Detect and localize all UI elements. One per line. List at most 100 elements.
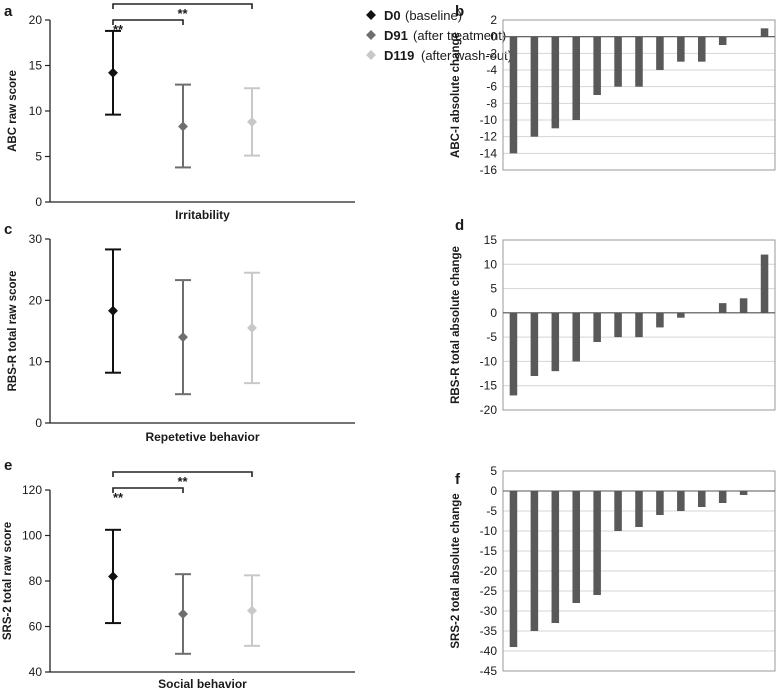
- bar: [530, 36, 539, 137]
- bar: [739, 491, 748, 495]
- bar: [677, 312, 685, 318]
- bar: [614, 491, 622, 531]
- x-axis-label: Repetetive behavior: [145, 430, 259, 444]
- y-tick-label: 60: [29, 620, 43, 634]
- legend-marker-d0: [366, 10, 376, 20]
- bar: [718, 303, 727, 313]
- bar: [593, 312, 601, 342]
- y-tick-label: -35: [480, 624, 498, 638]
- y-axis-label: SRS-2 total absolute change: [450, 493, 462, 648]
- y-tick-label: -10: [480, 524, 498, 538]
- bar: [656, 312, 664, 328]
- legend-desc-d91: (after treatment): [413, 28, 506, 43]
- y-axis-label: RBS-R total raw score: [7, 271, 19, 392]
- panel-a-abc-scores: 0 5 10 15 20 ABC raw score Irritability ** **: [7, 3, 355, 222]
- bar: [635, 491, 643, 527]
- bar: [614, 312, 622, 338]
- y-tick-label: 10: [29, 355, 43, 369]
- y-tick-label: -40: [480, 644, 498, 658]
- y-tick-label: 0: [490, 30, 497, 44]
- y-tick-label: 2: [490, 13, 497, 27]
- panel-b-abc-change: -16 -14 -12 -10 -8 -6 -4 -2 0 2 ABC-I absolute cha…: [450, 13, 776, 177]
- x-axis-label: Social behavior: [158, 677, 247, 690]
- y-tick-label: 0: [35, 416, 42, 430]
- bar: [698, 36, 706, 62]
- significance-bracket: [112, 3, 253, 9]
- legend-key-d0: D0: [384, 8, 401, 23]
- significance-label: **: [113, 490, 124, 505]
- mean-point-d91: [178, 332, 188, 343]
- y-axis-label: RBS-R total absolute change: [450, 246, 462, 404]
- bar: [551, 36, 560, 129]
- bar: [718, 36, 727, 45]
- legend-marker-d119: [366, 50, 376, 60]
- y-tick-label: -10: [480, 354, 498, 368]
- y-tick-label: -25: [480, 584, 498, 598]
- bar: [739, 298, 748, 313]
- bar: [677, 491, 685, 511]
- panel-f-srs2-change: -45 -40 -35 -30 -25 -20 -15 -10 -5 0 5 SRS-2 total …: [450, 464, 776, 678]
- bar: [509, 36, 518, 154]
- y-tick-label: -2: [486, 46, 497, 60]
- bar: [656, 36, 664, 70]
- bar: [572, 312, 580, 362]
- y-tick-label: -8: [486, 96, 497, 110]
- y-tick-label: -5: [486, 330, 497, 344]
- mean-point-d91: [178, 121, 188, 132]
- significance-bracket: [112, 19, 184, 25]
- y-tick-label: -15: [480, 544, 498, 558]
- panel-d-rbsr-change: -20 -15 -10 -5 0 5 10 15 RBS-R total absolute ch…: [450, 233, 776, 417]
- mean-point-d119: [247, 605, 257, 616]
- y-tick-label: 20: [29, 293, 43, 307]
- y-tick-label: -16: [480, 163, 498, 177]
- y-axis-label: ABC-I absolute change: [450, 32, 462, 158]
- y-tick-label: -15: [480, 379, 498, 393]
- bar: [718, 491, 727, 503]
- y-tick-label: 5: [490, 282, 497, 296]
- bar: [593, 36, 601, 95]
- panel-label-d: d: [455, 217, 464, 234]
- legend-marker-d91: [366, 30, 376, 40]
- y-tick-label: 15: [29, 59, 43, 73]
- bar: [530, 491, 539, 631]
- bar: [677, 36, 685, 62]
- significance-label: **: [113, 22, 124, 37]
- bar: [635, 312, 643, 338]
- significance-label: **: [177, 474, 188, 489]
- y-tick-label: 120: [22, 483, 42, 497]
- y-tick-label: 15: [484, 233, 498, 247]
- bar: [614, 36, 622, 87]
- plot-frame: [502, 470, 776, 672]
- y-tick-label: 100: [22, 529, 42, 543]
- y-tick-label: 0: [490, 484, 497, 498]
- bar: [760, 28, 769, 37]
- bar: [572, 491, 580, 603]
- legend-key-d119: D119: [384, 48, 414, 63]
- mean-point-d0: [108, 571, 118, 582]
- y-tick-label: 5: [35, 150, 42, 164]
- mean-point-d91: [178, 609, 188, 619]
- panel-label-c: c: [4, 221, 12, 238]
- mean-point-d0: [108, 305, 118, 316]
- bar: [572, 36, 580, 120]
- y-tick-label: 0: [35, 195, 42, 209]
- bar: [698, 491, 706, 507]
- y-tick-label: -45: [480, 664, 498, 678]
- mean-point-d119: [247, 116, 257, 127]
- legend-key-d91: D91: [384, 28, 408, 43]
- y-tick-label: 5: [490, 464, 497, 478]
- y-tick-label: 20: [29, 13, 43, 27]
- legend-desc-d119: (after wash-out): [421, 48, 512, 63]
- y-tick-label: 30: [29, 232, 43, 246]
- panel-c-rbsr-scores: 0 10 20 30 RBS-R total raw score Repetetive b…: [7, 232, 355, 444]
- y-axis-label: ABC raw score: [7, 70, 19, 152]
- bar: [656, 491, 664, 515]
- y-tick-label: -5: [486, 504, 497, 518]
- y-tick-label: -30: [480, 604, 498, 618]
- significance-label: **: [177, 6, 188, 21]
- y-tick-label: 10: [484, 257, 498, 271]
- significance-bracket: [112, 487, 184, 493]
- significance-bracket: [112, 471, 253, 477]
- panel-e-srs2-scores: 40 60 80 100 120 SRS-2 total raw score Social …: [2, 471, 355, 690]
- y-axis-label: SRS-2 total raw score: [2, 522, 14, 640]
